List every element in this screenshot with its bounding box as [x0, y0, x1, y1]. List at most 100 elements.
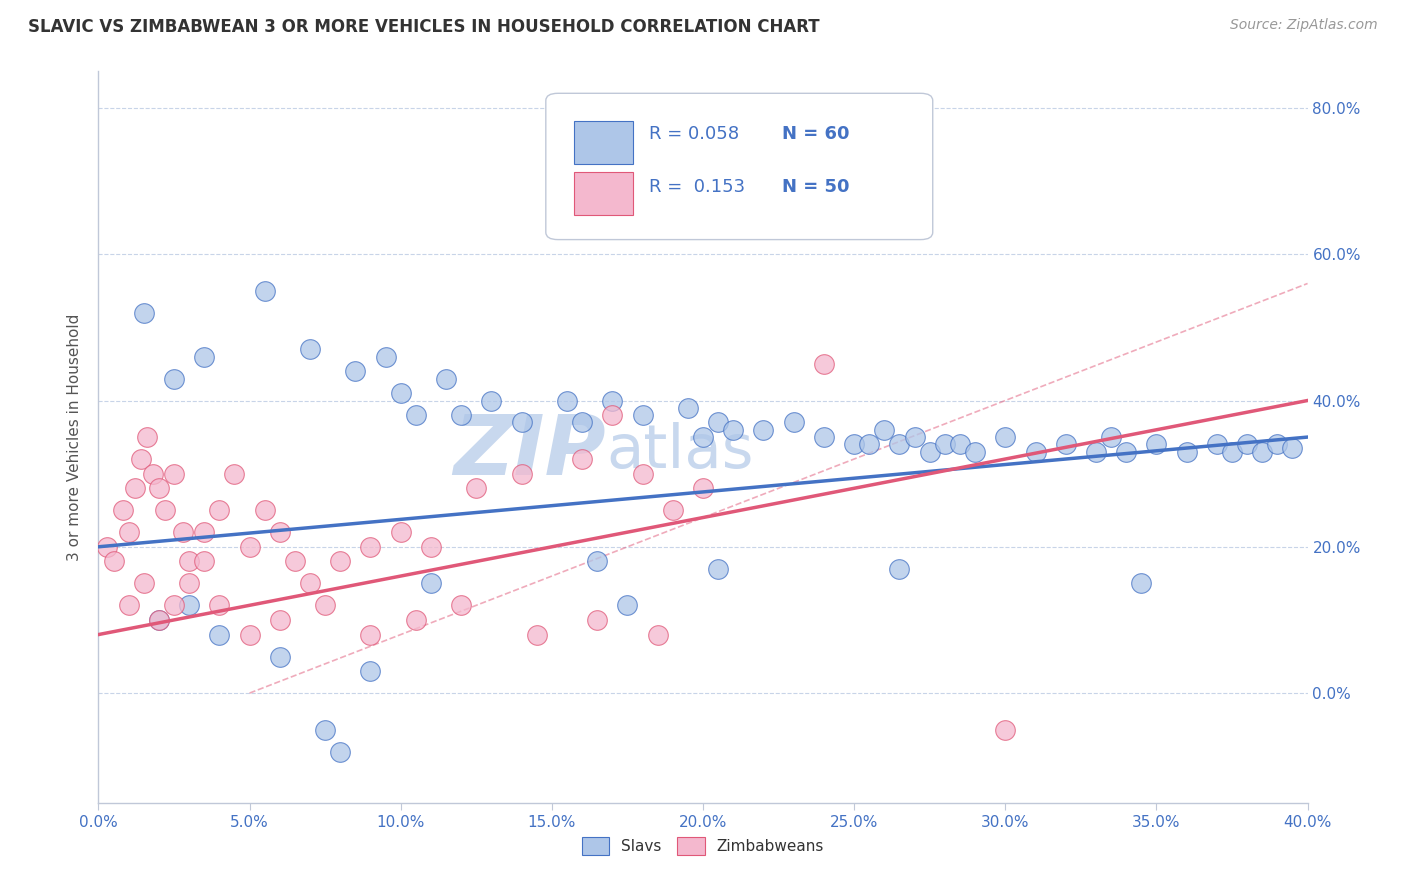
Point [526, 627, 548, 641]
Point [555, 393, 578, 408]
Text: R =  0.153: R = 0.153 [648, 178, 745, 196]
FancyBboxPatch shape [574, 172, 633, 216]
Point [1267, 437, 1289, 451]
Point [661, 503, 683, 517]
Point [193, 350, 215, 364]
Point [1099, 430, 1122, 444]
Point [124, 481, 146, 495]
Point [434, 371, 457, 385]
Point [172, 525, 194, 540]
Point [148, 613, 170, 627]
Point [163, 467, 186, 481]
Point [631, 467, 654, 481]
Point [329, 745, 352, 759]
Point [1251, 444, 1274, 458]
Point [239, 627, 262, 641]
Point [647, 627, 669, 641]
Point [163, 371, 186, 385]
Point [994, 430, 1017, 444]
Point [179, 599, 201, 613]
Point [510, 467, 533, 481]
Point [269, 525, 291, 540]
Point [1175, 444, 1198, 458]
FancyBboxPatch shape [546, 94, 932, 240]
Point [118, 525, 141, 540]
Point [96, 540, 118, 554]
Point [129, 452, 152, 467]
Point [813, 430, 835, 444]
Point [723, 423, 745, 437]
Point [1236, 437, 1258, 451]
Point [163, 599, 186, 613]
Point [148, 613, 170, 627]
Point [253, 503, 276, 517]
Text: R = 0.058: R = 0.058 [648, 125, 738, 143]
Point [132, 306, 155, 320]
Point [813, 357, 835, 371]
Point [208, 503, 231, 517]
Point [269, 613, 291, 627]
Text: N = 60: N = 60 [782, 125, 849, 143]
Point [1130, 576, 1153, 591]
Point [571, 452, 593, 467]
Point [873, 423, 896, 437]
Point [360, 627, 382, 641]
Point [602, 408, 624, 422]
Point [299, 343, 322, 357]
Point [858, 437, 880, 451]
Point [179, 576, 201, 591]
Point [142, 467, 165, 481]
Point [269, 649, 291, 664]
Point [1024, 444, 1046, 458]
Point [344, 364, 367, 378]
Point [239, 540, 262, 554]
Point [224, 467, 246, 481]
Point [994, 723, 1017, 737]
Point [707, 416, 730, 430]
Point [692, 481, 714, 495]
Point [1281, 441, 1303, 455]
Point [299, 576, 322, 591]
Point [465, 481, 488, 495]
Point [1115, 444, 1137, 458]
Legend: Slavs, Zimbabweans: Slavs, Zimbabweans [575, 831, 831, 861]
Point [616, 599, 638, 613]
Point [103, 554, 125, 568]
Point [420, 576, 443, 591]
Point [1220, 444, 1243, 458]
Point [1085, 444, 1108, 458]
Point [179, 554, 201, 568]
Point [193, 554, 215, 568]
Point [1146, 437, 1168, 451]
Point [510, 416, 533, 430]
Point [783, 416, 806, 430]
Text: SLAVIC VS ZIMBABWEAN 3 OR MORE VEHICLES IN HOUSEHOLD CORRELATION CHART: SLAVIC VS ZIMBABWEAN 3 OR MORE VEHICLES … [28, 18, 820, 36]
Point [889, 437, 911, 451]
Point [405, 408, 427, 422]
Point [586, 554, 609, 568]
Point [284, 554, 307, 568]
Point [253, 284, 276, 298]
Point [450, 599, 472, 613]
Text: atlas: atlas [606, 422, 754, 481]
Point [360, 664, 382, 678]
Point [904, 430, 927, 444]
Point [1054, 437, 1077, 451]
Point [208, 599, 231, 613]
Point [208, 627, 231, 641]
Point [148, 481, 170, 495]
Point [405, 613, 427, 627]
Point [153, 503, 176, 517]
Point [360, 540, 382, 554]
Point [329, 554, 352, 568]
Point [707, 562, 730, 576]
Text: ZIP: ZIP [454, 411, 606, 492]
Point [692, 430, 714, 444]
Point [118, 599, 141, 613]
Point [135, 430, 157, 444]
Y-axis label: 3 or more Vehicles in Household: 3 or more Vehicles in Household [67, 313, 83, 561]
Point [481, 393, 503, 408]
Point [571, 416, 593, 430]
Point [934, 437, 956, 451]
FancyBboxPatch shape [574, 121, 633, 164]
